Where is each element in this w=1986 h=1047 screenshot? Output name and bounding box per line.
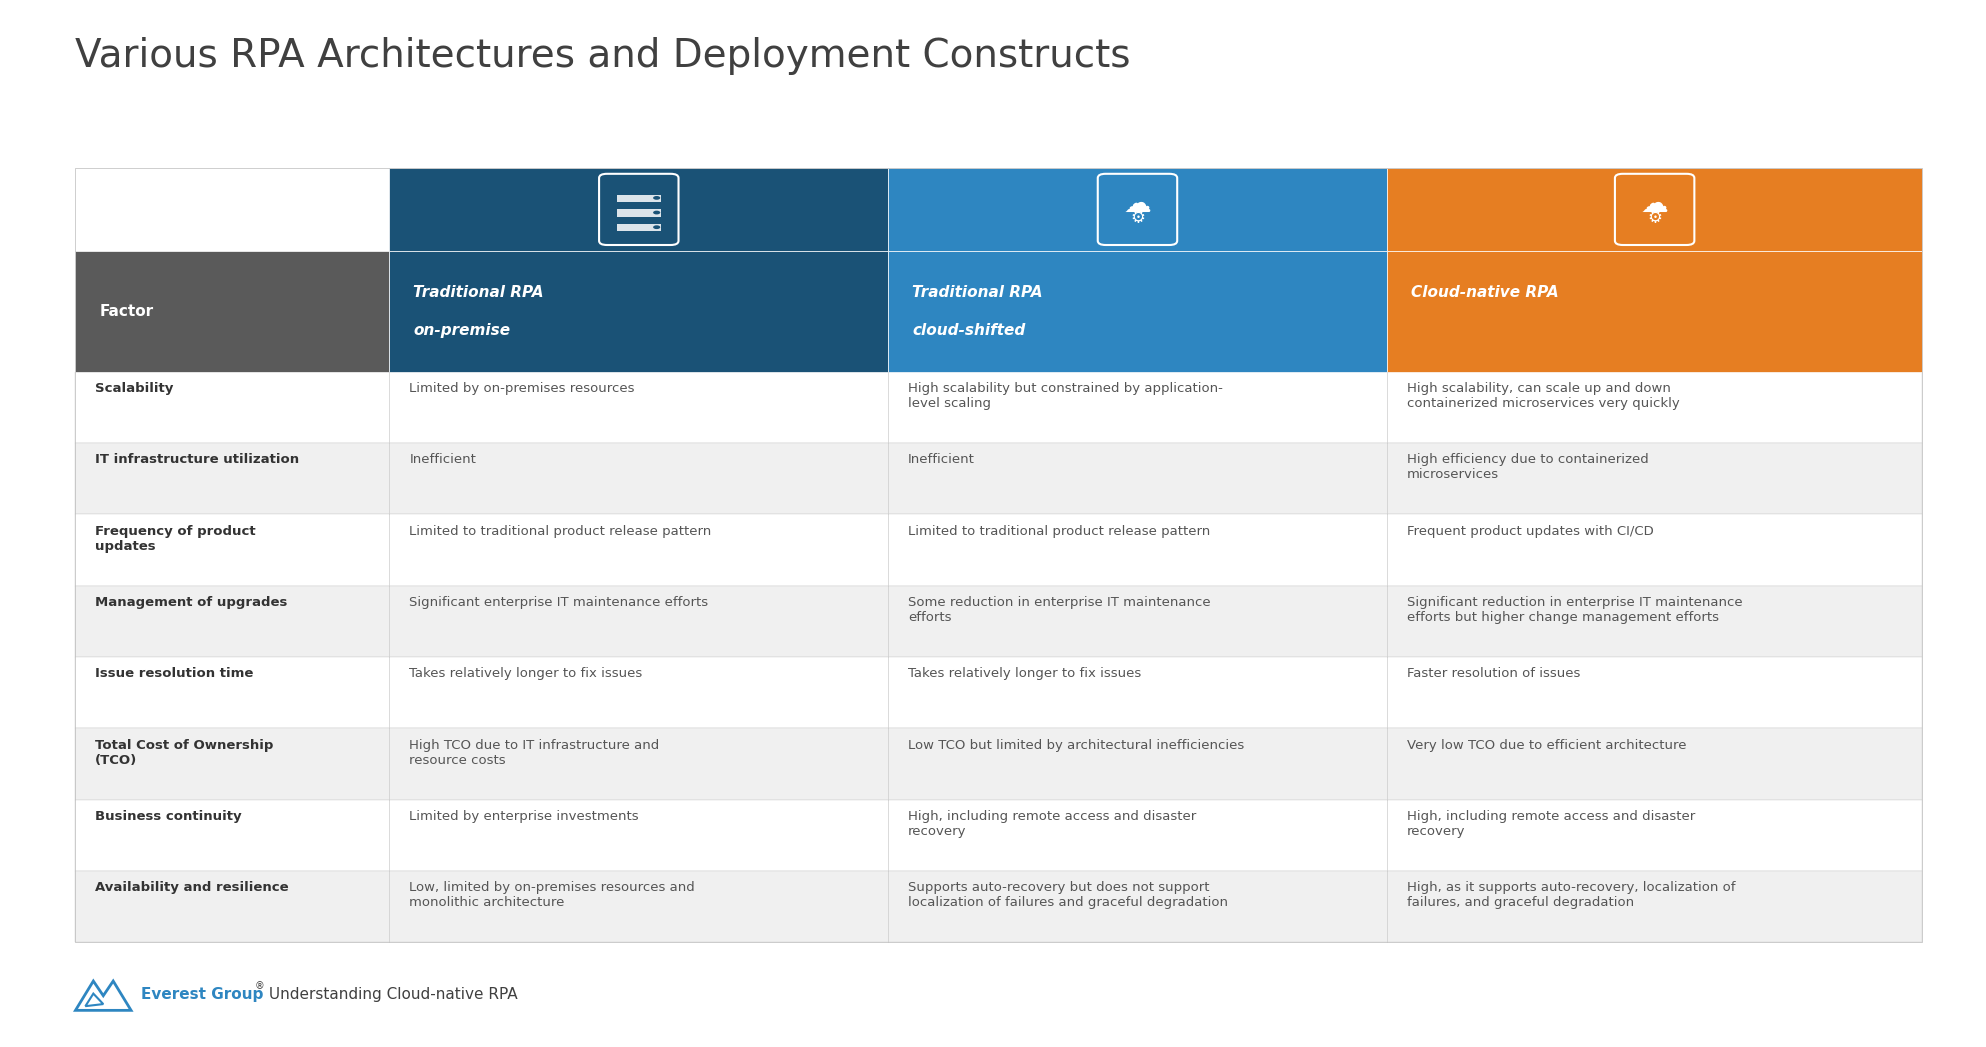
Text: Low, limited by on-premises resources and
monolithic architecture: Low, limited by on-premises resources an… [409, 882, 695, 910]
Text: Limited by enterprise investments: Limited by enterprise investments [409, 810, 639, 823]
Text: Total Cost of Ownership
(TCO): Total Cost of Ownership (TCO) [95, 739, 274, 766]
Bar [75, 658, 1922, 729]
Text: Some reduction in enterprise IT maintenance
efforts: Some reduction in enterprise IT maintena… [908, 596, 1211, 624]
Bar [75, 729, 1922, 800]
Text: Limited to traditional product release pattern: Limited to traditional product release p… [908, 525, 1209, 538]
Bar [618, 195, 661, 202]
Text: ⚙: ⚙ [1130, 208, 1144, 227]
Text: Everest Group: Everest Group [141, 987, 264, 1002]
Text: Inefficient: Inefficient [409, 453, 477, 467]
Text: Faster resolution of issues: Faster resolution of issues [1406, 668, 1581, 681]
Text: Management of upgrades: Management of upgrades [95, 596, 288, 609]
Text: Various RPA Architectures and Deployment Constructs: Various RPA Architectures and Deployment… [75, 37, 1130, 74]
Text: Limited by on-premises resources: Limited by on-premises resources [409, 382, 636, 395]
Text: ®: ® [254, 981, 264, 992]
Text: IT infrastructure utilization: IT infrastructure utilization [95, 453, 300, 467]
Text: Business continuity: Business continuity [95, 810, 242, 823]
Text: Issue resolution time: Issue resolution time [95, 668, 254, 681]
Text: on-premise: on-premise [413, 322, 510, 338]
Text: High TCO due to IT infrastructure and
resource costs: High TCO due to IT infrastructure and re… [409, 739, 659, 766]
FancyBboxPatch shape [1098, 174, 1178, 245]
Bar [1386, 251, 1922, 372]
Text: Low TCO but limited by architectural inefficiencies: Low TCO but limited by architectural ine… [908, 739, 1245, 752]
Bar [75, 372, 1922, 443]
Text: ☁: ☁ [1124, 191, 1152, 218]
Text: Significant enterprise IT maintenance efforts: Significant enterprise IT maintenance ef… [409, 596, 709, 609]
Text: ⚙: ⚙ [1646, 208, 1662, 227]
Text: Supports auto-recovery but does not support
localization of failures and gracefu: Supports auto-recovery but does not supp… [908, 882, 1227, 910]
Bar [75, 168, 1922, 942]
Text: Very low TCO due to efficient architecture: Very low TCO due to efficient architectu… [1406, 739, 1686, 752]
Text: Inefficient: Inefficient [908, 453, 975, 467]
Circle shape [653, 196, 659, 200]
Text: Factor: Factor [99, 304, 153, 319]
Text: Significant reduction in enterprise IT maintenance
efforts but higher change man: Significant reduction in enterprise IT m… [1406, 596, 1742, 624]
Text: High scalability but constrained by application-
level scaling: High scalability but constrained by appl… [908, 382, 1223, 410]
Text: Scalability: Scalability [95, 382, 173, 395]
Text: High efficiency due to containerized
microservices: High efficiency due to containerized mic… [1406, 453, 1648, 482]
Text: Traditional RPA: Traditional RPA [912, 285, 1043, 300]
Text: Takes relatively longer to fix issues: Takes relatively longer to fix issues [908, 668, 1142, 681]
Circle shape [653, 225, 659, 229]
Text: Availability and resilience: Availability and resilience [95, 882, 288, 894]
Bar [75, 871, 1922, 942]
Text: High, as it supports auto-recovery, localization of
failures, and graceful degra: High, as it supports auto-recovery, loca… [1406, 882, 1736, 910]
Bar [75, 514, 1922, 585]
Text: Frequency of product
updates: Frequency of product updates [95, 525, 256, 553]
Bar [389, 251, 888, 372]
Bar [618, 209, 661, 217]
Text: Traditional RPA: Traditional RPA [413, 285, 544, 300]
Bar [888, 168, 1386, 251]
Bar [75, 443, 1922, 514]
Text: Limited to traditional product release pattern: Limited to traditional product release p… [409, 525, 711, 538]
Bar [389, 168, 888, 251]
Text: Takes relatively longer to fix issues: Takes relatively longer to fix issues [409, 668, 643, 681]
Bar [75, 251, 389, 372]
Text: High scalability, can scale up and down
containerized microservices very quickly: High scalability, can scale up and down … [1406, 382, 1680, 410]
FancyBboxPatch shape [1615, 174, 1694, 245]
Bar [75, 585, 1922, 658]
Text: Frequent product updates with CI/CD: Frequent product updates with CI/CD [1406, 525, 1654, 538]
Bar [888, 251, 1386, 372]
Text: Cloud-native RPA: Cloud-native RPA [1410, 285, 1559, 300]
Text: Understanding Cloud-native RPA: Understanding Cloud-native RPA [264, 987, 518, 1002]
Text: cloud-shifted: cloud-shifted [912, 322, 1025, 338]
FancyBboxPatch shape [600, 174, 679, 245]
Text: High, including remote access and disaster
recovery: High, including remote access and disast… [1406, 810, 1694, 838]
Text: ☁: ☁ [1640, 191, 1668, 218]
Bar [75, 800, 1922, 871]
Bar [1386, 168, 1922, 251]
Text: High, including remote access and disaster
recovery: High, including remote access and disast… [908, 810, 1196, 838]
Bar [618, 224, 661, 231]
Circle shape [653, 210, 659, 215]
